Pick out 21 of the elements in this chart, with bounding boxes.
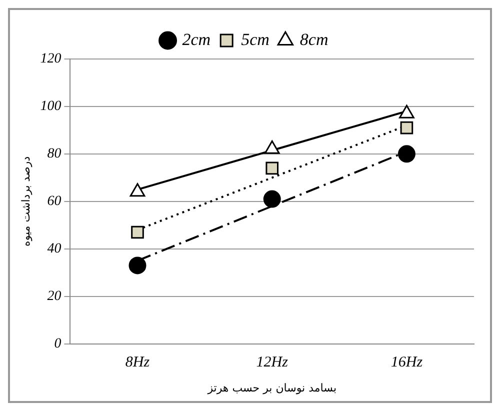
y-axis-title: درصد برداشت میوه xyxy=(19,156,32,246)
x-axis-title: بسامد نوسان بر حسب هرتز xyxy=(206,381,337,394)
y-tick-label: 100 xyxy=(40,99,62,114)
legend-label: 8cm xyxy=(300,30,328,49)
point xyxy=(266,162,279,175)
y-tick-label: 20 xyxy=(47,289,62,304)
point xyxy=(131,226,144,239)
y-tick-label: 120 xyxy=(40,52,62,67)
y-tick-label: 80 xyxy=(47,146,62,162)
point xyxy=(398,145,416,163)
legend-label: 2cm xyxy=(182,30,211,49)
point xyxy=(128,256,146,274)
legend-label: 5cm xyxy=(241,30,270,49)
point xyxy=(263,190,281,208)
point xyxy=(400,121,414,134)
x-tick-label: 12Hz xyxy=(256,354,288,371)
y-tick-label: 40 xyxy=(47,242,62,257)
y-tick-label: 60 xyxy=(47,194,62,210)
x-tick-label: 8Hz xyxy=(125,354,150,371)
y-tick-label: 0 xyxy=(54,336,62,352)
x-tick-label: 16Hz xyxy=(390,354,423,371)
